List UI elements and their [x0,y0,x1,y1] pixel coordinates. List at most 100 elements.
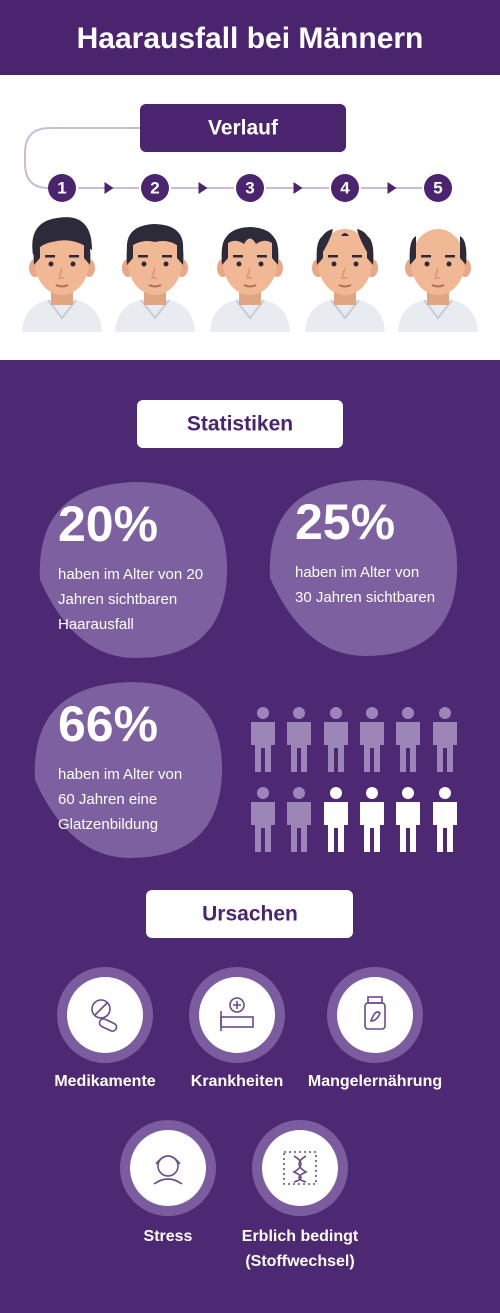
icon [94,1002,108,1016]
icon [153,1155,183,1185]
brow [421,255,431,258]
brow [352,255,362,258]
step-number: 2 [150,178,159,197]
eye [446,261,452,267]
person-body [251,802,275,852]
eye [70,261,76,267]
cause-label: Erblich bedingt [242,1228,359,1245]
person-body [287,722,311,772]
brow [69,255,79,258]
eye [258,261,264,267]
collar [47,299,77,320]
person-body [396,802,420,852]
icon-bg [199,977,275,1053]
person-body [396,722,420,772]
icon-bg [67,977,143,1053]
step-number: 4 [340,178,350,197]
stat-text: Haarausfall [58,616,134,633]
person-head [330,787,342,799]
brow [162,255,172,258]
nose [245,267,252,279]
step-circle [141,174,169,202]
mouth [243,284,257,288]
section-title: Ursachen [202,903,298,926]
brow [45,255,55,258]
arrow [104,182,114,194]
brow [257,255,267,258]
head [35,229,89,295]
person-body [324,722,348,772]
person-head [293,707,305,719]
shirt [115,300,195,332]
arrow [387,182,397,194]
face [305,229,385,332]
person-head [402,707,414,719]
nose [57,267,64,279]
person-head [257,787,269,799]
nose [340,267,347,279]
nose [433,267,440,279]
step-number: 5 [433,178,442,197]
eye [236,261,242,267]
shirt [210,300,290,332]
arrow [198,182,208,194]
person-head [330,707,342,719]
shirt [22,300,102,332]
eye [141,261,147,267]
section-title: Statistiken [187,413,293,436]
shirt [398,300,478,332]
stat-text: haben im Alter von 20 [58,566,203,583]
eye [48,261,54,267]
stat-blob [269,480,458,656]
icon [229,997,245,1013]
brow [445,255,455,258]
cause-label: Stress [144,1228,193,1245]
stat-value: 25% [295,494,395,550]
head [223,229,277,295]
content: 1 2 3 4 5 20% haben im Alter von 20 Jahren sich… [22,174,478,1270]
face [210,227,290,332]
eye [331,261,337,267]
brow [328,255,338,258]
brow [233,255,243,258]
page-title: Haarausfall bei Männern [77,22,424,55]
person-head [439,787,451,799]
cause-label: Mangelernährung [308,1073,442,1090]
stat-text: 60 Jahren eine [58,791,157,808]
icon [233,1001,241,1009]
step-circle [48,174,76,202]
cause-label: Krankheiten [191,1073,283,1090]
face [398,229,478,332]
person-body [433,802,457,852]
stat-blob [39,482,228,658]
icon [292,1155,308,1183]
icon [91,999,111,1019]
mouth [148,284,162,288]
eye [424,261,430,267]
stat-text: haben im Alter von [295,564,419,581]
hair [126,224,184,250]
hair [32,217,92,255]
person-head [402,787,414,799]
step-circle [331,174,359,202]
person-body [324,802,348,852]
section-box [137,400,343,448]
person-head [366,707,378,719]
step-number: 3 [245,178,254,197]
header-bg [0,0,500,75]
person-body [251,722,275,772]
stat-text: haben im Alter von [58,766,182,783]
collar [235,299,265,320]
stat-text: 30 Jahren sichtbaren [295,589,435,606]
person-head [439,707,451,719]
head [318,229,372,295]
mouth [431,284,445,288]
mouth [338,284,352,288]
stat-value: 66% [58,696,158,752]
section-box [140,104,346,152]
person-body [433,722,457,772]
collar [140,299,170,320]
cause-label: Medikamente [54,1073,155,1090]
icon [98,1018,118,1032]
